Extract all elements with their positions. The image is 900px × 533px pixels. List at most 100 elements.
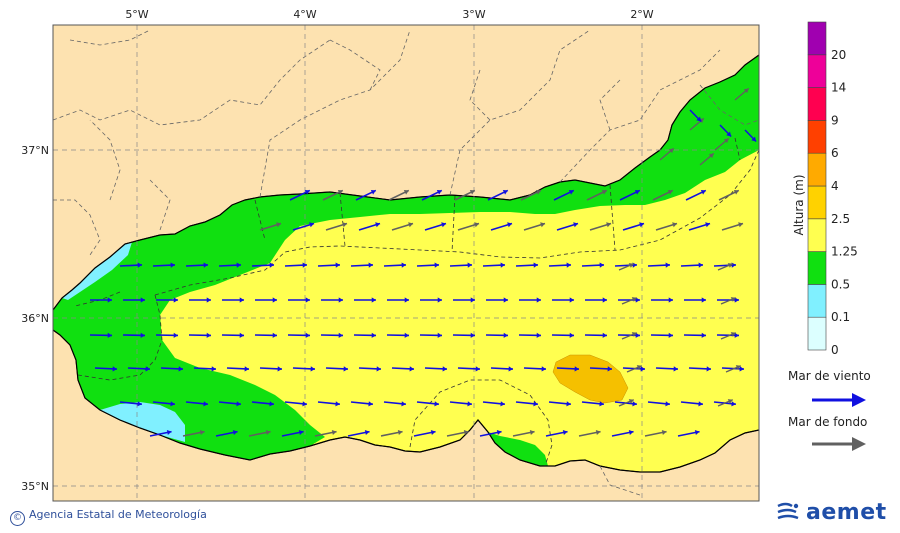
arrow-head	[672, 222, 678, 228]
colorbar-swatch	[807, 316, 827, 351]
arrow-head	[376, 366, 381, 372]
arrow-head	[107, 297, 112, 303]
arrow-head	[437, 332, 442, 338]
lon-tick-4w: 4°W	[293, 8, 316, 21]
arrow-head	[178, 366, 183, 372]
aemet-swirl-icon	[777, 502, 799, 519]
arrow-head	[338, 332, 343, 338]
arrow-head	[364, 429, 370, 436]
arrow-head	[368, 262, 373, 268]
colorbar-level-label: 6	[831, 146, 839, 160]
lon-tick-3w: 3°W	[462, 8, 485, 21]
arrow-head	[343, 366, 348, 372]
colorbar-level-label: 0.1	[831, 310, 850, 324]
arrow-head	[708, 153, 714, 159]
arrow-head	[475, 366, 480, 372]
arrow-head	[436, 189, 442, 195]
arrow-head	[474, 222, 480, 228]
arrow-head	[140, 332, 145, 338]
colorbar-swatch	[807, 284, 827, 318]
arrow-head	[701, 297, 706, 303]
arrow-head	[310, 366, 315, 372]
arrow-head	[211, 366, 216, 372]
arrow-head	[602, 297, 607, 303]
arrow-head	[606, 222, 612, 228]
map-frame	[52, 24, 760, 502]
arrow-head	[705, 222, 711, 228]
colorbar-title: Altura (m)	[792, 174, 806, 235]
arrow-head	[469, 189, 475, 195]
arrow-head	[408, 222, 414, 228]
arrow-head	[733, 189, 739, 195]
arrow-head	[541, 366, 546, 372]
copyright-credit: © Agencia Estatal de Meteorología	[10, 508, 207, 526]
arrow-head	[430, 429, 436, 436]
colorbar-swatch	[807, 218, 827, 252]
arrow-head	[573, 222, 579, 228]
arrow-head	[634, 189, 640, 195]
arrow-head	[331, 429, 337, 436]
arrow-head	[607, 366, 612, 372]
arrow-head	[409, 366, 414, 372]
arrow-head	[730, 297, 736, 302]
arrow-head	[404, 332, 409, 338]
arrow-head	[735, 365, 741, 370]
arrow-head	[309, 222, 315, 228]
colorbar-level-label: 4	[831, 179, 839, 193]
arrow-head	[698, 401, 703, 407]
arrow-head	[595, 429, 601, 436]
arrow-head	[631, 332, 637, 337]
arrow-head	[727, 263, 733, 268]
arrow-head	[404, 297, 409, 303]
arrow-head	[467, 401, 472, 407]
arrow-head	[700, 189, 706, 195]
arrow-head	[401, 262, 406, 268]
arrow-head	[441, 222, 447, 228]
arrow-head	[628, 429, 634, 436]
arrow-head	[568, 189, 574, 195]
arrow-head	[203, 262, 208, 268]
arrow-head	[602, 332, 607, 338]
lon-tick-2w: 2°W	[630, 8, 653, 21]
arrow-head	[434, 401, 439, 407]
arrow-head	[535, 189, 541, 195]
colorbar-swatch	[807, 185, 827, 220]
colorbar-swatch	[807, 152, 827, 187]
arrow-head	[107, 332, 112, 338]
arrow-head	[302, 262, 307, 268]
arrow-head	[694, 429, 700, 436]
arrow-head	[569, 297, 574, 303]
arrow-head	[503, 332, 508, 338]
arrow-head	[503, 297, 508, 303]
arrow-head	[726, 131, 732, 137]
arrow-head	[470, 332, 475, 338]
arrow-head	[628, 399, 634, 404]
arrow-head	[636, 365, 642, 370]
arrow-head	[206, 332, 211, 338]
arrow-head	[665, 262, 670, 268]
colorbar-level-label: 14	[831, 81, 846, 95]
arrow-head	[738, 222, 744, 228]
arrow-head	[734, 297, 739, 303]
arrow-head	[368, 401, 373, 407]
arrow-head	[566, 401, 571, 407]
arrow-head	[632, 401, 637, 407]
arrow-head	[533, 401, 538, 407]
arrow-head	[731, 401, 736, 407]
arrow-head	[298, 429, 304, 436]
swell-arrow	[812, 437, 866, 451]
arrow-head	[371, 332, 376, 338]
arrow-head	[734, 332, 739, 338]
graticule	[53, 25, 759, 501]
arrow-head	[434, 262, 439, 268]
arrow-head	[463, 429, 469, 436]
arrow-head	[730, 332, 736, 337]
wind-sea-label: Mar de viento	[788, 369, 871, 383]
arrow-head	[137, 401, 142, 407]
colorbar-level-label: 2.5	[831, 212, 850, 226]
latitude-ticks: 37°N 36°N 35°N	[21, 144, 49, 493]
arrow-head	[370, 189, 376, 195]
arrow-head	[276, 222, 282, 228]
arrow-head	[631, 297, 637, 302]
arrow-head	[277, 366, 282, 372]
